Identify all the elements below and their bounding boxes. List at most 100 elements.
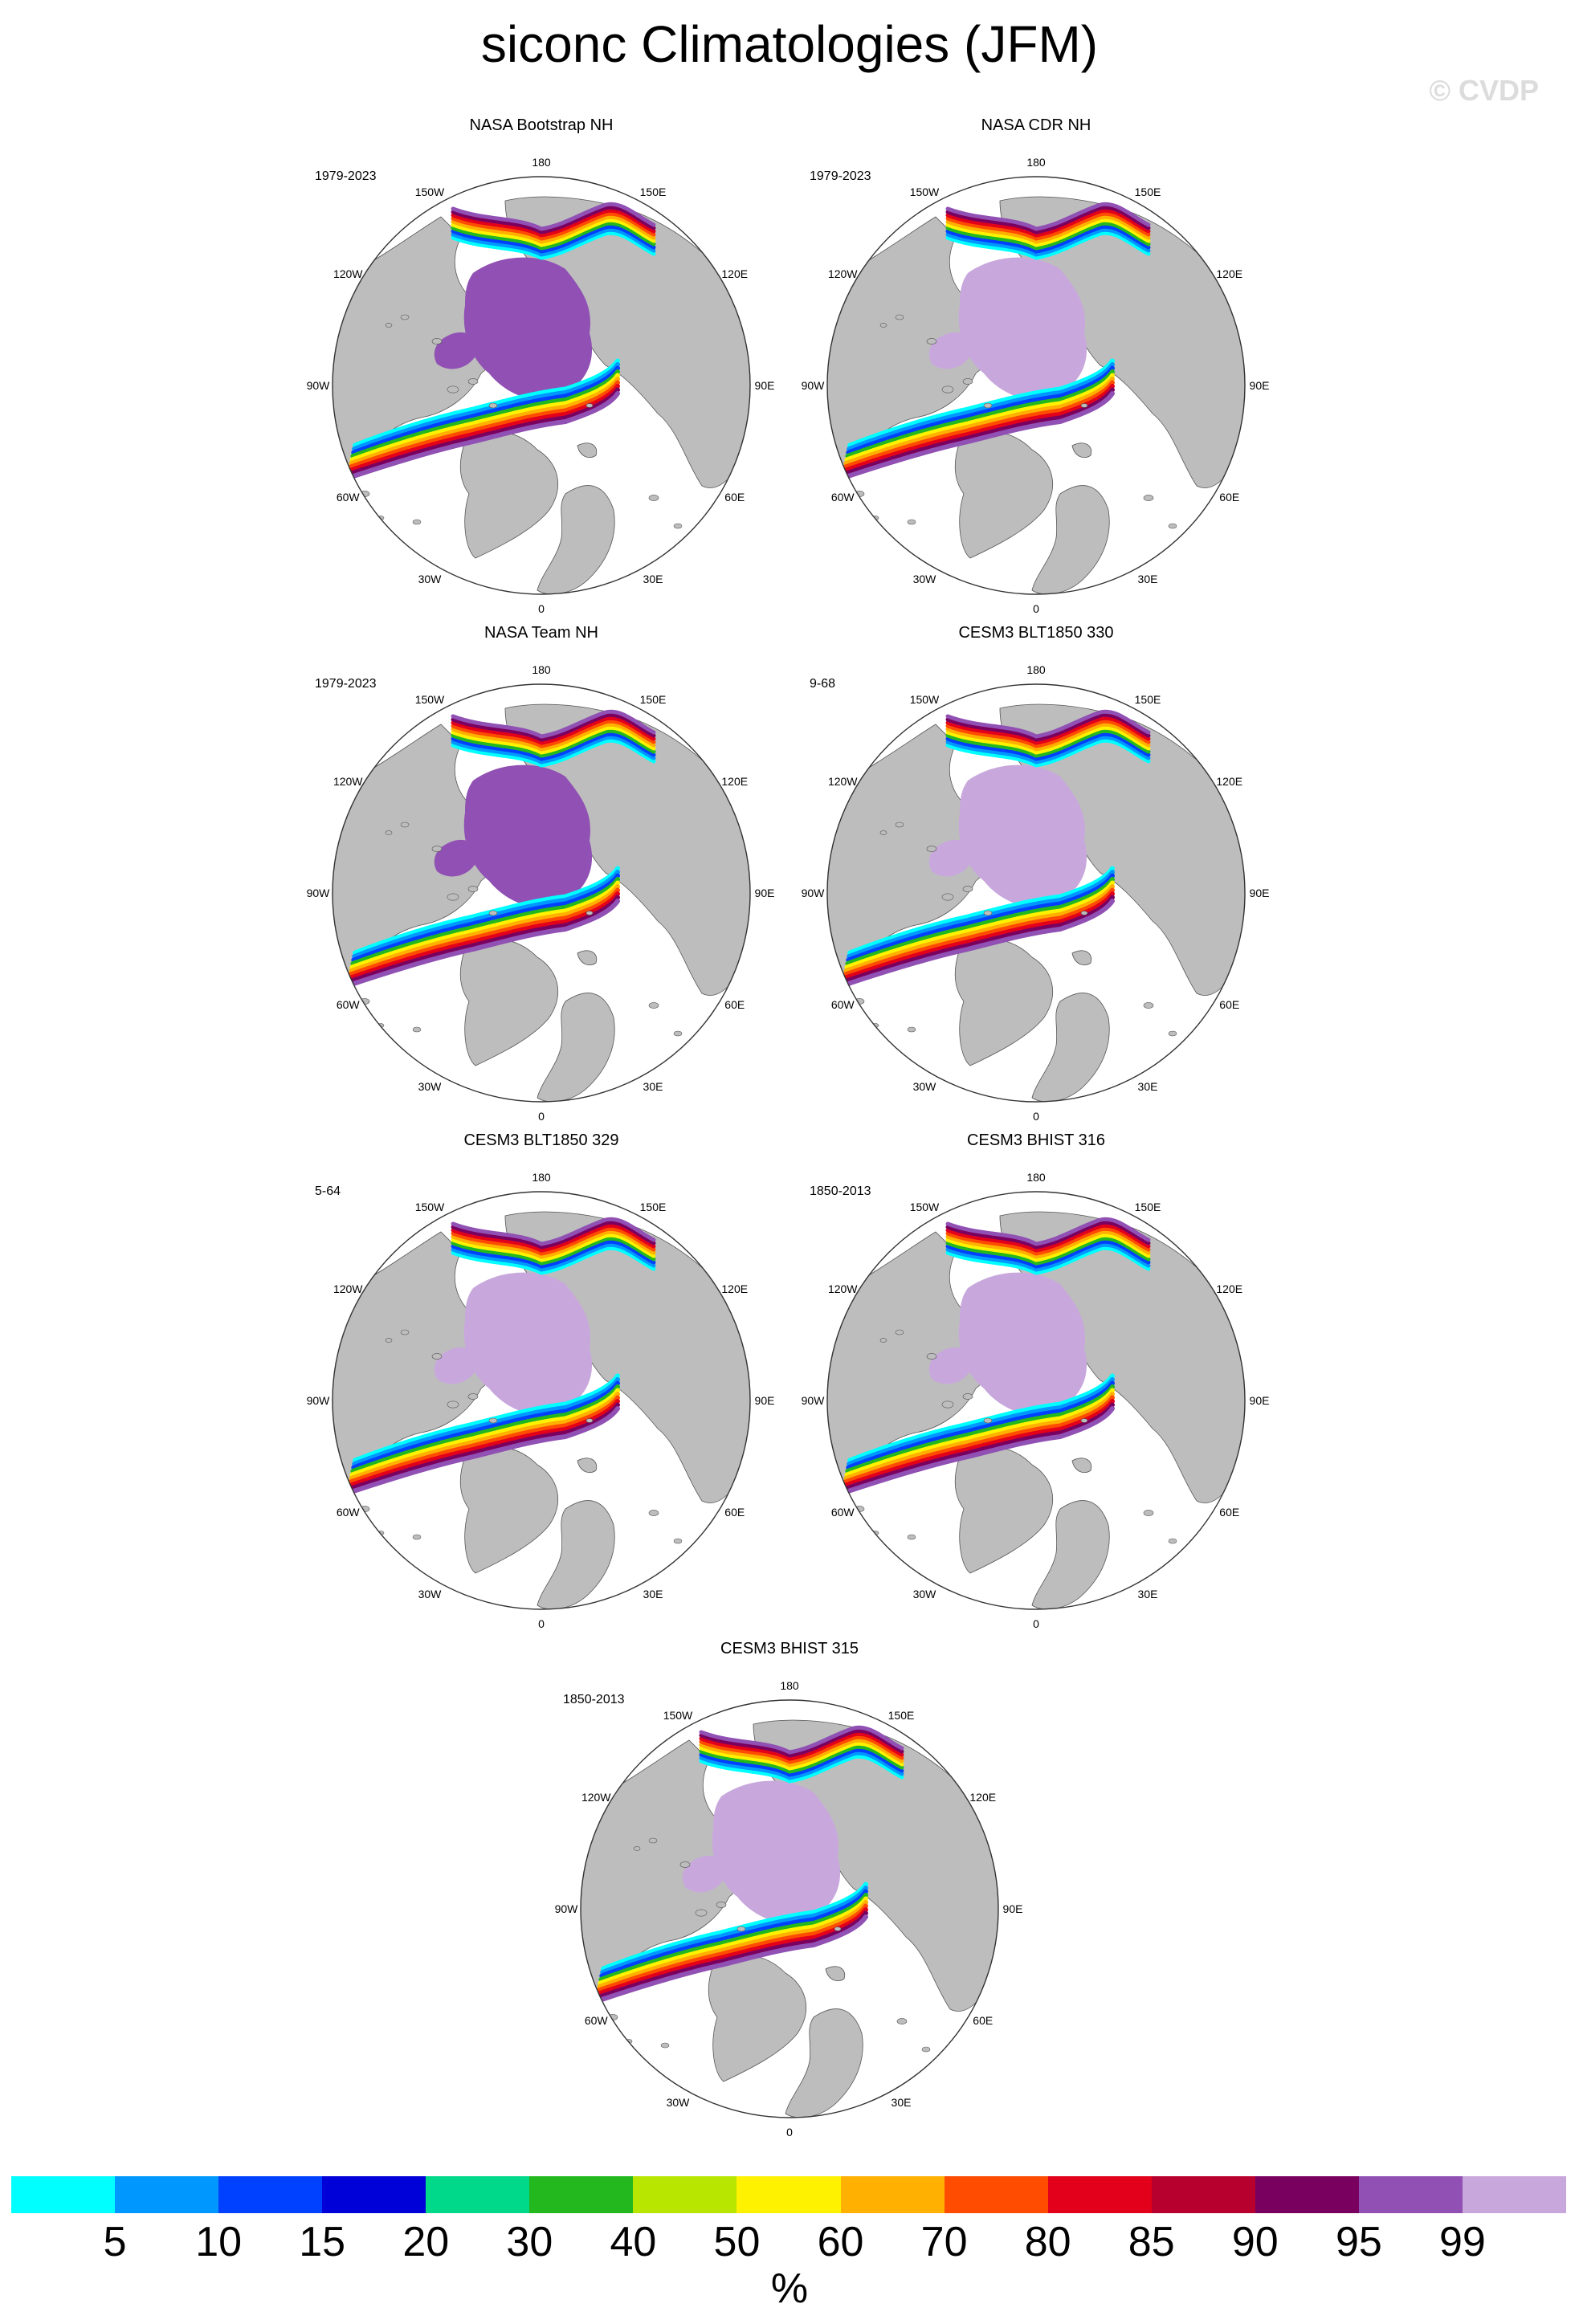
longitude-label: 120W bbox=[828, 1282, 858, 1295]
panel-period: 1979-2023 bbox=[810, 169, 871, 183]
longitude-label: 0 bbox=[1033, 602, 1039, 615]
island bbox=[385, 1338, 393, 1343]
colorbar-label: 40 bbox=[610, 2219, 657, 2265]
longitude-label: 120W bbox=[828, 267, 858, 280]
longitude-label: 120W bbox=[333, 775, 363, 788]
polar-map: 180 150E 120E 90E 60E 30E 0 30W 60W 90W 120W 150W bbox=[307, 156, 775, 615]
island bbox=[907, 1534, 916, 1540]
map-boundary bbox=[826, 683, 1246, 1103]
ice-edge-band bbox=[945, 230, 1151, 260]
longitude-label: 150E bbox=[640, 693, 667, 706]
longitude-label: 30W bbox=[667, 2096, 691, 2109]
map-content bbox=[827, 196, 1245, 594]
land-mass bbox=[1031, 993, 1110, 1102]
ice-edge-band bbox=[945, 218, 1151, 247]
longitude-label: 150E bbox=[888, 1709, 915, 1722]
colorbar-label: 99 bbox=[1439, 2219, 1486, 2265]
island bbox=[983, 910, 993, 916]
island bbox=[412, 519, 422, 525]
ice-edge-band bbox=[451, 709, 656, 739]
ice-edge-band bbox=[945, 214, 1151, 244]
colorbar-label: 50 bbox=[713, 2219, 761, 2265]
ice-edge-band bbox=[597, 1900, 868, 1989]
ice-edge-band bbox=[349, 373, 620, 463]
land-mass bbox=[537, 1500, 615, 1609]
island bbox=[736, 1926, 746, 1932]
colorbar-label: 5 bbox=[103, 2219, 127, 2265]
island bbox=[648, 1837, 658, 1844]
longitude-label: 60W bbox=[831, 1506, 855, 1519]
ice-edge-band bbox=[451, 224, 656, 254]
ice-edge-band bbox=[844, 1388, 1115, 1478]
island bbox=[385, 830, 393, 835]
longitude-label: 30E bbox=[892, 2096, 912, 2109]
ice-edge-band bbox=[451, 1242, 656, 1272]
map-content bbox=[581, 1719, 998, 2118]
island bbox=[1168, 1538, 1177, 1544]
ice-edge-band bbox=[945, 722, 1151, 752]
ice-edge-band bbox=[945, 1226, 1151, 1256]
longitude-label: 150W bbox=[663, 1709, 693, 1722]
ice-edge-band bbox=[451, 1236, 656, 1266]
land-mass bbox=[1031, 485, 1110, 594]
island bbox=[431, 1353, 443, 1360]
colorbar-box bbox=[218, 2176, 323, 2213]
longitude-label: 60W bbox=[831, 491, 855, 504]
map-boundary bbox=[332, 1191, 751, 1610]
longitude-label: 180 bbox=[1026, 663, 1046, 676]
ice-core bbox=[463, 764, 593, 908]
ice-edge-band bbox=[945, 227, 1151, 257]
ice-edge-band bbox=[346, 1402, 620, 1492]
panel-title: CESM3 BLT1850 330 bbox=[958, 624, 1114, 642]
map-boundary bbox=[826, 176, 1246, 595]
map-panel: NASA Team NH 1979-2023 180 150E 120E 90E 60E… bbox=[300, 624, 782, 1138]
ice-edge-band bbox=[945, 719, 1151, 748]
ice-edge-band bbox=[945, 221, 1151, 251]
ice-edge-band bbox=[945, 224, 1151, 254]
ice-edge-band bbox=[350, 369, 620, 459]
colorbar-label: 70 bbox=[920, 2219, 968, 2265]
island bbox=[1168, 1030, 1177, 1037]
land-mass bbox=[1071, 1458, 1092, 1474]
longitude-label: 60E bbox=[1219, 491, 1239, 504]
longitude-label: 150E bbox=[1135, 1201, 1161, 1213]
land-mass bbox=[577, 950, 598, 966]
longitude-label: 0 bbox=[538, 602, 545, 615]
polar-map: 180 150E 120E 90E 60E 30E 0 30W 60W 90W 120W 150W bbox=[802, 1171, 1270, 1630]
island bbox=[431, 338, 443, 345]
ice-edge-band bbox=[945, 728, 1151, 758]
ice-core bbox=[434, 839, 478, 877]
map-boundary bbox=[332, 176, 751, 595]
island bbox=[907, 1026, 916, 1033]
ice-edge-band bbox=[346, 387, 620, 477]
island bbox=[467, 1393, 479, 1400]
ice-edge-band bbox=[353, 358, 620, 448]
island bbox=[412, 1026, 422, 1033]
island bbox=[648, 495, 659, 501]
ice-edge-band bbox=[843, 377, 1115, 466]
polar-map: 180 150E 120E 90E 60E 30E 0 30W 60W 90W 120W 150W bbox=[307, 663, 775, 1123]
ice-core bbox=[434, 1347, 478, 1384]
panel-title: CESM3 BHIST 316 bbox=[967, 1131, 1105, 1149]
ice-core bbox=[463, 1272, 593, 1416]
ice-edge-band bbox=[945, 738, 1151, 768]
ice-edge-band bbox=[598, 1893, 868, 1982]
ice-edge-band bbox=[451, 1233, 656, 1262]
cvdp-watermark: © CVDP bbox=[1429, 74, 1539, 107]
longitude-label: 90E bbox=[755, 1394, 775, 1407]
ice-edge-band bbox=[451, 725, 656, 755]
ice-edge-band bbox=[451, 211, 656, 241]
land-mass bbox=[459, 431, 558, 559]
land-mass bbox=[459, 1446, 558, 1574]
longitude-label: 120E bbox=[721, 775, 748, 788]
ice-edge-band bbox=[348, 1395, 620, 1485]
colorbar-label: 80 bbox=[1024, 2219, 1071, 2265]
ice-edge-band bbox=[945, 716, 1151, 745]
polar-map: 180 150E 120E 90E 60E 30E 0 30W 60W 90W 120W 150W bbox=[802, 156, 1270, 615]
longitude-label: 150W bbox=[910, 186, 940, 198]
ice-edge-band bbox=[846, 1380, 1115, 1470]
longitude-label: 90W bbox=[307, 887, 331, 899]
ice-edge-band bbox=[346, 895, 620, 985]
island bbox=[648, 1510, 659, 1516]
longitude-label: 120E bbox=[721, 1282, 748, 1295]
